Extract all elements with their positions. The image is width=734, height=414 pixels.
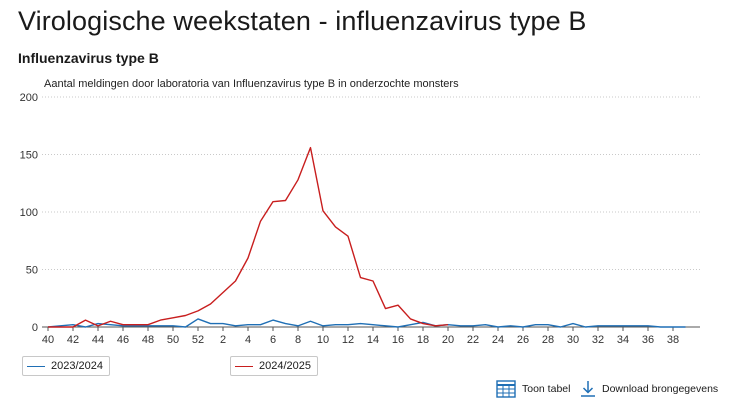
download-icon	[581, 381, 595, 397]
series-line-2023-2024	[47, 318, 686, 328]
x-tick-label: 2	[220, 334, 226, 346]
legend-label-2024-2025: 2024/2025	[259, 360, 311, 372]
x-tick-label: 6	[270, 334, 276, 346]
download-source-data-button[interactable]: Download brongegevens	[580, 380, 718, 398]
x-tick-label: 40	[42, 334, 54, 346]
x-tick-label: 10	[317, 334, 329, 346]
legend-item-2024-2025[interactable]: 2024/2025	[230, 356, 318, 376]
x-tick-label: 38	[667, 334, 679, 346]
show-table-label: Toon tabel	[522, 383, 571, 395]
x-tick-label: 36	[642, 334, 654, 346]
download-source-data-label: Download brongegevens	[602, 383, 719, 395]
x-tick-label: 46	[117, 334, 129, 346]
chart-heading: Influenzavirus type B	[18, 50, 159, 66]
page-title: Virologische weekstaten - influenzavirus…	[18, 6, 587, 36]
x-tick-label: 18	[417, 334, 429, 346]
x-tick-label: 26	[517, 334, 529, 346]
y-tick-label: 50	[26, 265, 38, 277]
x-tick-label: 52	[192, 334, 204, 346]
y-tick-label: 100	[20, 207, 38, 219]
chart-subtitle: Aantal meldingen door laboratoria van In…	[44, 78, 459, 90]
y-tick-label: 200	[20, 92, 38, 104]
legend-swatch-2024-2025	[235, 365, 253, 367]
x-tick-label: 48	[142, 334, 154, 346]
x-tick-label: 12	[342, 334, 354, 346]
x-tick-label: 30	[567, 334, 579, 346]
series-line-2024-2025	[48, 146, 449, 328]
x-tick-label: 20	[442, 334, 454, 346]
show-table-button[interactable]: Toon tabel	[496, 380, 570, 398]
x-tick-label: 24	[492, 334, 504, 346]
legend-swatch-2023-2024	[27, 365, 45, 367]
y-tick-label: 0	[32, 322, 38, 334]
table-icon	[496, 380, 516, 398]
x-tick-label: 14	[367, 334, 379, 346]
y-tick-label: 150	[20, 150, 38, 162]
x-tick-label: 28	[542, 334, 554, 346]
x-tick-label: 34	[617, 334, 629, 346]
x-tick-label: 50	[167, 334, 179, 346]
x-tick-label: 44	[92, 334, 104, 346]
x-tick-label: 22	[467, 334, 479, 346]
legend-item-2023-2024[interactable]: 2023/2024	[22, 356, 110, 376]
x-tick-label: 42	[67, 334, 79, 346]
legend-label-2023-2024: 2023/2024	[51, 360, 103, 372]
x-tick-label: 4	[245, 334, 251, 346]
x-tick-label: 32	[592, 334, 604, 346]
x-tick-label: 8	[295, 334, 301, 346]
x-tick-label: 16	[392, 334, 404, 346]
